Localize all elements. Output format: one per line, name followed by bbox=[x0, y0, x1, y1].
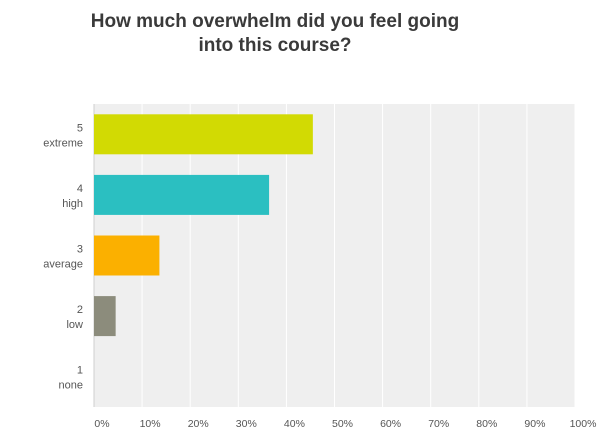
bar-low bbox=[94, 296, 116, 337]
x-tick-label: 30% bbox=[236, 418, 257, 430]
x-axis-ticks: 0% 10% 20% 30% 40% 50% 60% 70% 80% 90% 100% bbox=[94, 418, 596, 430]
bar-extreme bbox=[94, 114, 313, 155]
chart-title: How much overwhelm did you feel going in… bbox=[40, 10, 510, 58]
x-tick-label: 0% bbox=[94, 418, 109, 430]
x-tick-label: 20% bbox=[188, 418, 209, 430]
chart-title-line-2: into this course? bbox=[198, 35, 352, 56]
category-number: 5 bbox=[77, 122, 83, 134]
chart-title-line-1: How much overwhelm did you feel going bbox=[90, 11, 460, 32]
category-number: 2 bbox=[77, 304, 83, 316]
x-tick-label: 40% bbox=[284, 418, 305, 430]
category-label: extreme bbox=[43, 137, 83, 149]
category-number: 3 bbox=[77, 244, 83, 256]
bar-high bbox=[94, 174, 270, 215]
category-number: 1 bbox=[77, 365, 83, 377]
gridlines bbox=[93, 104, 576, 407]
x-tick-label: 70% bbox=[428, 418, 449, 430]
category-label: high bbox=[62, 198, 83, 210]
x-tick-label: 50% bbox=[332, 418, 353, 430]
category-label: low bbox=[66, 319, 83, 331]
x-tick-label: 100% bbox=[570, 418, 597, 430]
category-label: average bbox=[43, 259, 83, 271]
category-number: 4 bbox=[77, 183, 83, 195]
x-tick-label: 60% bbox=[380, 418, 401, 430]
bar-average bbox=[94, 235, 160, 276]
category-labels: 5 extreme 4 high 3 average 2 low 1 none bbox=[43, 122, 83, 391]
x-tick-label: 10% bbox=[140, 418, 161, 430]
x-tick-label: 80% bbox=[476, 418, 497, 430]
x-tick-label: 90% bbox=[524, 418, 545, 430]
category-label: none bbox=[59, 380, 83, 392]
bars bbox=[94, 114, 313, 337]
